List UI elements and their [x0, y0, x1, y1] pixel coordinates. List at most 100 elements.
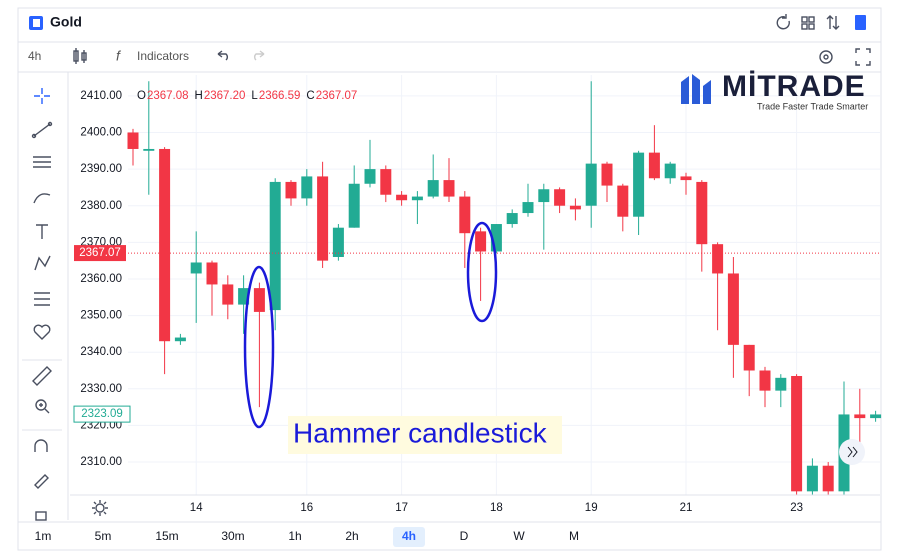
candle-body	[633, 152, 645, 217]
settings-icons[interactable]	[819, 48, 871, 66]
candle-body	[506, 213, 518, 225]
candle-body	[285, 181, 297, 199]
crosshair-price-label: 2323.09	[81, 408, 123, 420]
legend-value: 2367.08	[147, 90, 189, 102]
x-tick-label: 23	[790, 502, 803, 514]
y-tick-label: 2350.00	[80, 310, 122, 322]
candle-body	[332, 227, 344, 257]
candle-body	[364, 169, 376, 184]
candle-body	[806, 465, 818, 492]
legend-key: H	[195, 90, 203, 102]
candle-body	[601, 163, 613, 186]
candle-body	[759, 370, 771, 391]
candle-body	[569, 205, 581, 210]
candle-body	[712, 244, 724, 274]
candle-body	[380, 169, 392, 195]
candle-body	[870, 414, 882, 419]
candle-body	[617, 185, 629, 217]
candle-body	[206, 262, 218, 285]
y-tick-label: 2400.00	[80, 127, 122, 139]
x-tick-label: 14	[190, 502, 203, 514]
x-tick-label: 17	[395, 502, 408, 514]
highlight-ellipse	[466, 221, 498, 323]
brand-name: MİTRADE	[722, 70, 866, 103]
x-axis-settings[interactable]	[92, 500, 108, 516]
timeframe-button[interactable]: W	[513, 529, 525, 543]
y-tick-label: 2340.00	[80, 346, 122, 358]
x-tick-label: 18	[490, 502, 503, 514]
annotation: Hammer candlestick	[293, 417, 548, 448]
indicators-button[interactable]: Indicators	[137, 49, 189, 63]
candle-body	[253, 288, 265, 312]
candle-body	[348, 183, 360, 228]
candle-body	[822, 465, 834, 492]
brand-tagline: Trade Faster Trade Smarter	[757, 101, 868, 111]
highlight-ellipse	[243, 265, 275, 429]
candle-body	[443, 180, 455, 197]
timeframe-button[interactable]: 2h	[345, 529, 358, 543]
candle-body	[648, 152, 660, 179]
axes: 2310.002320.002330.002340.002350.002360.…	[70, 90, 880, 514]
drawing-tools[interactable]	[31, 88, 53, 521]
ohlc-legend: O 2367.08 H 2367.20 L 2366.59 C 2367.07	[137, 90, 357, 102]
candle-body	[522, 202, 534, 214]
candle-body	[190, 262, 202, 274]
legend-value: 2367.20	[204, 90, 246, 102]
candle-body	[743, 344, 755, 371]
y-tick-label: 2410.00	[80, 90, 122, 102]
scroll-icon[interactable]	[847, 446, 858, 458]
y-tick-label: 2380.00	[80, 200, 122, 212]
header-icons[interactable]	[776, 14, 840, 30]
crosshair-price-badge	[73, 405, 131, 423]
x-tick-label: 21	[680, 502, 693, 514]
timeframe-button[interactable]: 1m	[35, 529, 52, 543]
last-price-badge	[74, 245, 126, 262]
timeframe-button[interactable]: 1h	[288, 529, 301, 543]
candle-body	[174, 337, 186, 342]
legend-value: 2366.59	[259, 90, 301, 102]
candle-body	[696, 181, 708, 245]
candle-body	[475, 231, 487, 252]
candle-body	[143, 148, 155, 151]
y-tick-label: 2310.00	[80, 456, 122, 468]
candle-body	[538, 189, 550, 203]
legend-key: L	[251, 90, 258, 102]
undo-redo[interactable]	[217, 50, 265, 61]
candle-body	[411, 196, 423, 201]
candle-body	[727, 273, 739, 345]
frame	[17, 7, 882, 551]
chart-type-icon[interactable]	[73, 48, 87, 64]
legend-key: O	[137, 90, 146, 102]
timeframe-button[interactable]: 15m	[155, 529, 178, 543]
interval[interactable]: 4h	[28, 49, 41, 63]
annotation-background	[288, 416, 562, 454]
candle-body	[238, 288, 250, 305]
app-icon	[33, 19, 40, 27]
timeframe-selected	[393, 527, 425, 547]
timeframe-button[interactable]: D	[460, 529, 469, 543]
candle-body	[269, 181, 281, 311]
x-tick-label: 16	[300, 502, 313, 514]
fx-icon[interactable]: f	[116, 48, 122, 64]
timeframe-button[interactable]: 5m	[95, 529, 112, 543]
candle-body	[127, 132, 139, 149]
candle-body	[317, 176, 329, 261]
timeframe-button[interactable]: M	[569, 529, 579, 543]
candle-body	[301, 176, 313, 199]
legend-key: C	[306, 90, 314, 102]
candle-body	[222, 284, 234, 305]
timeframe-bar: 1m 5m 15m 30m 1h 2h 4h D W M	[35, 527, 579, 547]
candle-body	[427, 180, 439, 197]
y-tick-label: 2390.00	[80, 163, 122, 175]
candle-body	[459, 196, 471, 234]
candle-body	[664, 163, 676, 179]
candle-body	[554, 189, 566, 206]
layout-icon[interactable]	[855, 15, 866, 30]
timeframe-button[interactable]: 30m	[221, 529, 244, 543]
legend-value: 2367.07	[316, 90, 358, 102]
candle-body	[775, 377, 787, 391]
candle-body	[854, 414, 866, 419]
x-tick-label: 19	[585, 502, 598, 514]
candle-body	[585, 163, 597, 206]
timeframe-button[interactable]: 4h	[402, 529, 416, 543]
